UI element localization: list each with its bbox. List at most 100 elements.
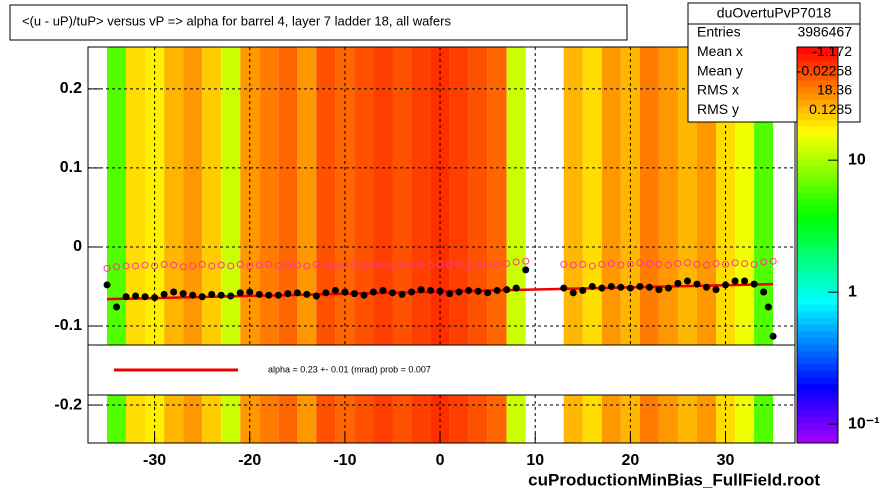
rms-point	[731, 259, 739, 267]
rms-point	[607, 260, 615, 268]
palette-step	[797, 350, 838, 358]
mean-point	[141, 293, 149, 301]
heatmap-cell	[411, 47, 431, 443]
stats-value: 18.36	[817, 82, 852, 98]
palette-step	[797, 80, 838, 88]
stats-value: 3986467	[797, 24, 852, 40]
palette-step	[797, 73, 838, 81]
mean-point	[217, 291, 225, 299]
x-tick-label: -20	[238, 452, 261, 469]
mean-point	[246, 288, 254, 296]
mean-point	[484, 289, 492, 297]
palette-step	[797, 324, 838, 332]
y-tick-label: 0	[73, 238, 82, 255]
palette-step	[797, 113, 838, 121]
rms-point	[341, 260, 349, 268]
mean-point	[655, 286, 663, 294]
rms-point	[141, 261, 149, 269]
stats-value: -1.172	[812, 43, 852, 59]
palette-step	[797, 284, 838, 292]
mean-point	[103, 281, 111, 289]
rms-point	[246, 262, 254, 270]
rms-point	[645, 260, 653, 268]
palette-step	[797, 99, 838, 107]
palette-step	[797, 383, 838, 391]
x-tick-label: 0	[436, 452, 445, 469]
rms-point	[693, 260, 701, 268]
palette-step	[797, 132, 838, 140]
rms-point	[588, 262, 596, 270]
palette-step	[797, 185, 838, 193]
palette-step	[797, 238, 838, 246]
mean-point	[560, 284, 568, 292]
stats-label: RMS x	[697, 82, 739, 98]
rms-point	[113, 263, 121, 271]
mean-point	[341, 288, 349, 296]
rms-point	[322, 261, 330, 269]
rms-point	[198, 260, 206, 268]
rms-point	[369, 261, 377, 269]
rms-point	[170, 261, 178, 269]
mean-point	[703, 283, 711, 291]
mean-point	[588, 282, 596, 290]
stats-label: Mean y	[697, 62, 743, 78]
rms-point	[417, 261, 425, 269]
palette-step	[797, 370, 838, 378]
mean-point	[170, 288, 178, 296]
heatmap-cell	[126, 47, 146, 443]
title-box	[9, 4, 628, 41]
mean-point	[722, 281, 730, 289]
palette-step	[797, 146, 838, 154]
mean-point	[693, 280, 701, 288]
palette-step	[797, 416, 838, 424]
stats-value: 0.1285	[809, 101, 852, 117]
mean-point	[436, 287, 444, 295]
palette-step	[797, 390, 838, 398]
palette-step	[797, 218, 838, 226]
heatmap-cell	[183, 47, 203, 443]
mean-point	[113, 303, 121, 311]
palette-step	[797, 363, 838, 371]
mean-point	[331, 286, 339, 294]
mean-point	[741, 277, 749, 285]
palette-step	[797, 172, 838, 180]
heatmap-cell	[259, 47, 279, 443]
mean-point	[408, 288, 416, 296]
rms-point	[103, 264, 111, 272]
mean-point	[712, 286, 720, 294]
rms-point	[712, 260, 720, 268]
mean-point	[764, 303, 772, 311]
fit-label: alpha = 0.23 +- 0.01 (mrad) prob = 0.007	[268, 364, 431, 374]
palette-step	[797, 86, 838, 94]
palette-step	[797, 139, 838, 147]
rms-point	[493, 261, 501, 269]
stats-label: Mean x	[697, 43, 743, 59]
rms-point	[626, 260, 634, 268]
mean-point	[122, 293, 130, 301]
heatmap-cell	[639, 47, 659, 443]
palette-step	[797, 311, 838, 319]
mean-point	[607, 282, 615, 290]
rms-point	[274, 262, 282, 270]
rms-point	[760, 258, 768, 266]
palette-step	[797, 258, 838, 266]
palette-step	[797, 403, 838, 411]
palette-step	[797, 119, 838, 127]
mean-point	[474, 287, 482, 295]
mean-point	[284, 290, 292, 298]
rms-point	[217, 261, 225, 269]
heatmap-cell	[506, 47, 526, 443]
palette-step	[797, 60, 838, 68]
mean-point	[208, 290, 216, 298]
heatmap-cell	[354, 47, 374, 443]
mean-point	[569, 289, 577, 297]
rms-point	[455, 260, 463, 268]
mean-point	[236, 289, 244, 297]
palette-step	[797, 436, 838, 444]
palette-step	[797, 66, 838, 74]
stats-label: Entries	[697, 24, 741, 40]
heatmap-cell	[297, 47, 317, 443]
palette-step	[797, 251, 838, 259]
palette-step	[797, 423, 838, 431]
